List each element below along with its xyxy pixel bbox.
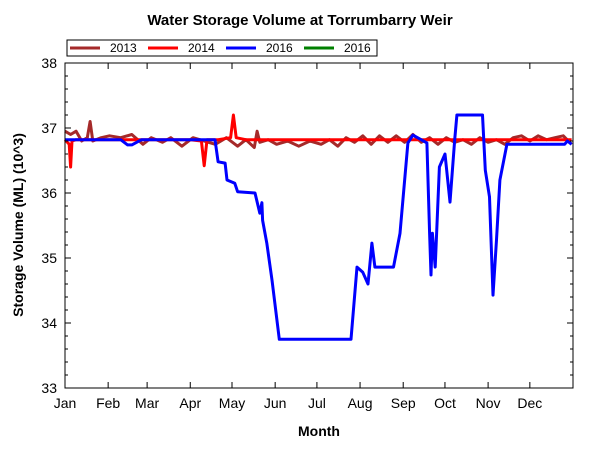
series-line-2013-0 — [64, 120, 573, 149]
legend-label: 2013 — [110, 41, 137, 55]
x-tick-label: Jun — [264, 395, 287, 411]
chart-title: Water Storage Volume at Torrumbarry Weir — [147, 12, 453, 29]
y-tick-label: 34 — [41, 315, 57, 331]
legend: 2013 2014 2016 2016 — [66, 39, 378, 57]
x-tick-label: Mar — [135, 395, 159, 411]
x-tick-label: Sep — [391, 395, 416, 411]
legend-label: 2014 — [188, 41, 215, 55]
x-axis-title: Month — [298, 423, 340, 439]
series-layer — [63, 113, 573, 341]
plot-frame — [64, 62, 574, 389]
y-tick-label: 35 — [41, 250, 57, 266]
y-tick-label: 33 — [41, 380, 57, 396]
y-tick-label: 38 — [41, 55, 57, 71]
y-tick-label: 37 — [41, 120, 57, 136]
y-axis: 33 34 35 36 37 38 — [41, 55, 573, 396]
x-tick-label: Jan — [54, 395, 77, 411]
x-tick-label: Jul — [308, 395, 326, 411]
x-axis: Jan Feb Mar Apr May Jun Jul Aug Sep Oct Nov Dec — [54, 63, 542, 411]
legend-label: 2016 — [344, 41, 371, 55]
x-tick-label: Apr — [179, 395, 201, 411]
series-line-2016-2 — [65, 113, 573, 341]
legend-box — [66, 39, 378, 57]
legend-label: 2016 — [266, 41, 293, 55]
x-tick-label: Dec — [517, 395, 542, 411]
y-axis-title: Storage Volume (ML) (10^3) — [10, 133, 26, 317]
y-tick-label: 36 — [41, 185, 57, 201]
x-tick-label: Nov — [476, 395, 501, 411]
x-tick-label: Aug — [348, 395, 373, 411]
x-tick-label: Feb — [96, 395, 120, 411]
x-tick-label: Oct — [434, 395, 456, 411]
x-tick-label: May — [219, 395, 245, 411]
